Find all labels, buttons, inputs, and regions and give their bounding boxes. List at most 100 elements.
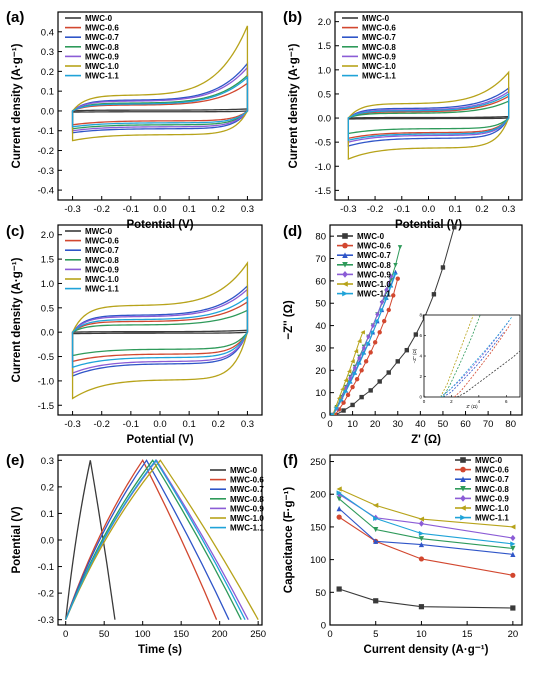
x-tick-label: -0.3	[64, 204, 80, 215]
data-point	[348, 380, 353, 385]
x-tick-label: -0.2	[94, 204, 110, 215]
data-point	[342, 281, 348, 287]
data-point	[336, 586, 342, 592]
series-line-MWC-0.8	[65, 459, 242, 620]
data-point	[353, 349, 359, 354]
data-point	[347, 369, 352, 374]
data-point	[440, 265, 446, 270]
legend-label: MWC-0.8	[362, 43, 396, 52]
data-point	[350, 384, 355, 390]
series-line-MWC-0	[338, 588, 513, 609]
x-tick-label: -0.2	[94, 419, 110, 430]
data-point	[460, 457, 466, 463]
y-tick-label: -1.5	[315, 186, 331, 197]
x-tick-label: 0.2	[475, 204, 488, 215]
data-point	[368, 388, 373, 393]
inset-y-tick-label: 6	[419, 333, 422, 338]
data-point	[372, 340, 378, 345]
plot-frame	[329, 224, 523, 416]
y-tick-label: 0.3	[41, 47, 54, 58]
data-point	[363, 359, 369, 364]
plot-area	[336, 486, 516, 611]
y-tick-label: -0.1	[38, 126, 54, 137]
inset-series-MWC-0.6	[453, 324, 511, 397]
legend-label: MWC-1.1	[475, 514, 509, 523]
x-tick-label: 0.0	[422, 204, 435, 215]
data-point	[377, 379, 382, 384]
data-point	[382, 318, 387, 324]
x-tick-label: 0	[63, 629, 68, 640]
series-line-MWC-1.0	[65, 459, 259, 621]
panel-b: (b) -0.3 -0.2 -0.1 0.0 0.1 0.2 0.3 -1.5 -1.0 -0.5 0…	[283, 9, 523, 231]
x-tick-label: 5	[373, 629, 378, 640]
legend-label: MWC-0.7	[362, 33, 396, 42]
y-tick-label: 0.2	[41, 482, 54, 493]
inset-series-MWC-0.9	[440, 320, 510, 397]
panel-label: (a)	[6, 9, 24, 26]
inset-series-MWC-0	[456, 350, 520, 397]
legend-label: MWC-0	[475, 456, 503, 465]
data-point	[460, 495, 466, 502]
data-point	[343, 378, 349, 383]
data-point	[341, 408, 346, 413]
data-point	[379, 307, 385, 313]
y-tick-label: 0.1	[41, 509, 54, 520]
y-tick-label: 0.0	[318, 114, 331, 125]
legend-label: MWC-1.1	[85, 72, 119, 81]
data-point	[391, 293, 396, 298]
data-point	[418, 541, 425, 548]
legend-label: MWC-0	[357, 232, 385, 241]
data-point	[336, 491, 342, 498]
legend-label: MWC-0.7	[357, 251, 391, 260]
data-point	[361, 351, 367, 356]
legend-label: MWC-0.9	[475, 494, 509, 503]
legend-label: MWC-1.0	[85, 62, 119, 71]
panel-e: (e) 0 50 100 150 200 250 -0.3 -0.2 -0.1 0.0 0.1 0.2 0…	[6, 452, 266, 656]
x-tick-label: 0.2	[212, 419, 225, 430]
x-tick-label: 0.3	[241, 204, 254, 215]
data-point	[431, 292, 437, 297]
data-point	[393, 271, 398, 277]
legend-label: MWC-0.8	[357, 261, 391, 270]
legend-label: MWC-0.6	[85, 237, 119, 246]
data-point	[510, 545, 516, 552]
legend-label: MWC-0.9	[85, 265, 119, 274]
x-tick-label: 0.2	[212, 204, 225, 215]
legend-label: MWC-0.7	[85, 33, 119, 42]
panel-label: (d)	[283, 223, 302, 240]
data-point	[460, 486, 466, 492]
x-tick-label: 0	[327, 629, 332, 640]
plot-area	[71, 25, 249, 142]
data-point	[418, 556, 425, 562]
data-point	[352, 371, 358, 376]
legend-label: MWC-0.7	[230, 485, 264, 494]
data-point	[510, 605, 516, 611]
data-point	[352, 365, 358, 371]
y-tick-label: 2.0	[41, 230, 54, 241]
series-line-MWC-1.1	[71, 295, 249, 369]
data-point	[375, 318, 380, 324]
data-point	[342, 290, 348, 297]
inset-plot: 0 2 4 6 0 2 4 6 8 Z' (Ω) −Z'' (Ω)	[412, 313, 521, 409]
inset-y-tick-label: 8	[419, 313, 422, 318]
x-tick-label: 10	[347, 419, 358, 430]
x-tick-label: 250	[250, 629, 266, 640]
y-tick-label: -0.2	[38, 589, 54, 600]
y-tick-label: 60	[315, 276, 326, 287]
y-tick-label: 2.0	[318, 17, 331, 28]
x-tick-label: 0	[327, 419, 332, 430]
y-tick-label: 1.0	[318, 65, 331, 76]
inset-y-tick-label: 4	[419, 354, 422, 359]
legend-label: MWC-1.1	[230, 524, 264, 533]
series-line-MWC-0	[65, 460, 116, 620]
x-axis-label: Time (s)	[138, 644, 182, 656]
y-tick-label: -0.3	[38, 615, 54, 626]
y-tick-label: 100	[310, 555, 326, 566]
data-point	[418, 536, 425, 542]
x-tick-label: -0.3	[64, 419, 80, 430]
x-tick-label: 30	[392, 419, 403, 430]
series-line-MWC-0.7	[65, 459, 230, 620]
series-line-MWC-1.0	[332, 332, 364, 415]
data-point	[510, 541, 516, 547]
inset-x-tick-label: 0	[423, 399, 426, 404]
